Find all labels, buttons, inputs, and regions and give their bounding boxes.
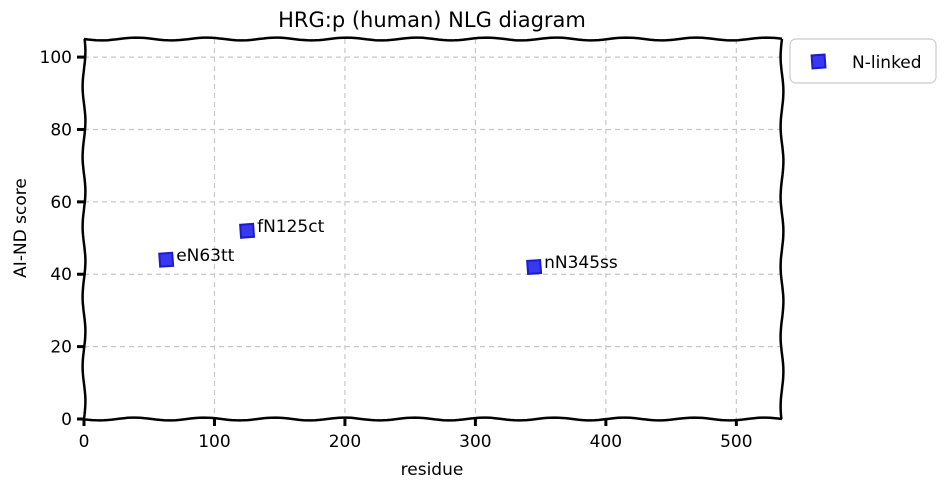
axis-ticks: 0 100 200 300 400 500 0 20 40 60 80 100 xyxy=(40,48,753,452)
y-tick-label: 40 xyxy=(50,265,72,285)
x-tick-label: 0 xyxy=(79,432,90,452)
y-tick-label: 80 xyxy=(50,120,72,140)
legend-box xyxy=(789,38,937,84)
chart-title: HRG:p (human) NLG diagram xyxy=(278,8,586,32)
data-point xyxy=(526,258,543,276)
x-tick-label: 400 xyxy=(590,432,622,452)
x-tick-label: 500 xyxy=(720,432,752,452)
data-point-label: fN125ct xyxy=(257,217,324,237)
data-point xyxy=(239,222,256,239)
y-tick-label: 0 xyxy=(61,410,72,430)
x-tick-label: 300 xyxy=(459,432,491,452)
y-tick-label: 60 xyxy=(50,193,72,213)
y-axis-label: AI-ND score xyxy=(11,178,31,278)
data-point xyxy=(158,251,175,268)
legend: N-linked xyxy=(789,38,937,84)
x-tick-label: 100 xyxy=(198,432,230,452)
y-tick-label: 100 xyxy=(40,48,72,68)
legend-marker-square xyxy=(810,53,827,70)
grid xyxy=(84,39,782,419)
data-point-label: eN63tt xyxy=(176,246,234,266)
plot-frame xyxy=(81,36,785,422)
x-axis-label: residue xyxy=(401,460,464,480)
legend-marker xyxy=(810,53,827,70)
data-points: eN63tt fN125ct nN345ss xyxy=(158,217,618,276)
data-point-label: nN345ss xyxy=(544,253,618,273)
x-tick-label: 200 xyxy=(329,432,361,452)
y-tick-label: 20 xyxy=(50,338,72,358)
legend-label: N-linked xyxy=(852,53,922,73)
